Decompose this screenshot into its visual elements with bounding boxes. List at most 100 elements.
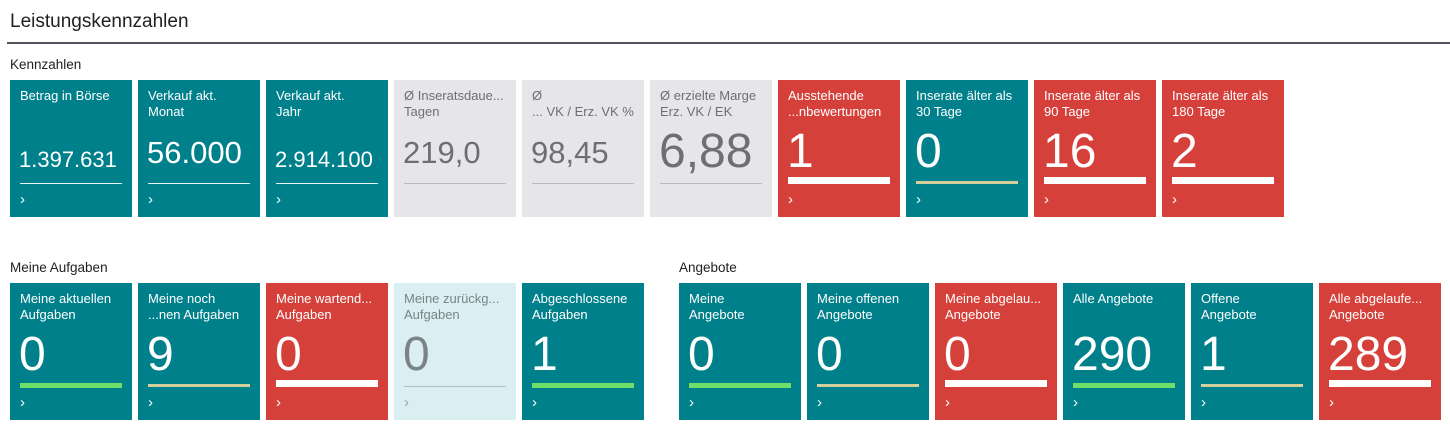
chevron-right-icon[interactable]: ›	[148, 191, 153, 208]
chevron-right-icon[interactable]: ›	[916, 191, 921, 208]
tile-title: Abgeschlossene Aufgaben	[532, 291, 628, 322]
chevron-right-icon[interactable]: ›	[1201, 394, 1206, 411]
chevron-right-icon[interactable]: ›	[276, 191, 281, 208]
tile-value: 0	[688, 328, 715, 381]
chevron-right-icon[interactable]: ›	[1329, 394, 1334, 411]
chevron-right-icon[interactable]: ›	[20, 394, 25, 411]
tile-indicator-bar	[1073, 383, 1175, 388]
tile-value: 290	[1072, 328, 1153, 381]
kpi-tile[interactable]: Abgeschlossene Aufgaben 1 ›	[522, 283, 644, 420]
tile-indicator-bar	[788, 177, 890, 184]
group-label-meine-aufgaben: Meine Aufgaben	[10, 260, 108, 275]
tile-value: 1	[531, 328, 558, 381]
tile-value: 98,45	[531, 135, 609, 170]
tile-value: 0	[403, 328, 430, 381]
chevron-right-icon[interactable]: ›	[1172, 191, 1177, 208]
chevron-right-icon[interactable]: ›	[532, 394, 537, 411]
tile-title: Meine noch ...nen Aufgaben	[148, 291, 240, 322]
kpi-tile[interactable]: Ø erzielte Marge Erz. VK / EK 6,88	[650, 80, 772, 217]
tile-title: Meine offenen Angebote	[817, 291, 900, 322]
kpi-tile[interactable]: Ø Inseratsdaue... Tagen 219,0	[394, 80, 516, 217]
chevron-right-icon[interactable]: ›	[788, 191, 793, 208]
tile-indicator-bar	[532, 383, 634, 388]
tile-indicator-bar	[1172, 177, 1274, 184]
kpi-tile[interactable]: Meine abgelau... Angebote 0 ›	[935, 283, 1057, 420]
tile-indicator-bar	[660, 183, 762, 184]
kpi-tile[interactable]: Inserate älter als 90 Tage 16 ›	[1034, 80, 1156, 217]
tile-value: 0	[816, 328, 843, 381]
tile-indicator-bar	[916, 181, 1018, 184]
tile-title: Meine wartend... Aufgaben	[276, 291, 373, 322]
chevron-right-icon[interactable]: ›	[1073, 394, 1078, 411]
tile-title: Alle abgelaufe... Angebote	[1329, 291, 1423, 322]
kennzahlen-tiles: Betrag in Börse 1.397.631 › Verkauf akt. Mo…	[10, 80, 1284, 217]
tile-value: 0	[275, 328, 302, 381]
tile-title: Inserate älter als 180 Tage	[1172, 88, 1269, 119]
chevron-right-icon[interactable]: ›	[148, 394, 153, 411]
tile-value: 2.914.100	[275, 147, 373, 172]
tile-indicator-bar	[20, 183, 122, 184]
tile-title: Verkauf akt. Jahr	[276, 88, 345, 119]
tile-value: 219,0	[403, 135, 481, 170]
kpi-tile[interactable]: Inserate älter als 180 Tage 2 ›	[1162, 80, 1284, 217]
tile-value: 0	[19, 328, 46, 381]
kpi-tile[interactable]: Verkauf akt. Jahr 2.914.100 ›	[266, 80, 388, 217]
kpi-tile[interactable]: Meine wartend... Aufgaben 0 ›	[266, 283, 388, 420]
tile-value: 0	[944, 328, 971, 381]
tile-title: Ø Inseratsdaue... Tagen	[404, 88, 504, 119]
kpi-tile[interactable]: Meine Angebote 0 ›	[679, 283, 801, 420]
kpi-tile[interactable]: Inserate älter als 30 Tage 0 ›	[906, 80, 1028, 217]
tile-indicator-bar	[148, 384, 250, 387]
chevron-right-icon[interactable]: ›	[689, 394, 694, 411]
tile-indicator-bar	[148, 183, 250, 184]
tile-indicator-bar	[945, 380, 1047, 387]
tile-value: 56.000	[147, 135, 242, 170]
chevron-right-icon[interactable]: ›	[20, 191, 25, 208]
tile-title: Meine abgelau... Angebote	[945, 291, 1042, 322]
kpi-tile[interactable]: Alle Angebote 290 ›	[1063, 283, 1185, 420]
tile-value: 2	[1171, 125, 1198, 178]
tile-value: 6,88	[659, 125, 753, 178]
kpi-tile[interactable]: Meine zurückg... Aufgaben 0 ›	[394, 283, 516, 420]
tile-title: Inserate älter als 90 Tage	[1044, 88, 1141, 119]
tile-indicator-bar	[1201, 384, 1303, 387]
group-label-angebote: Angebote	[679, 260, 737, 275]
tile-indicator-bar	[404, 183, 506, 184]
group-label-kennzahlen: Kennzahlen	[10, 57, 82, 72]
tile-title: Betrag in Börse	[20, 88, 110, 103]
tile-indicator-bar	[404, 386, 506, 387]
angebote-tiles: Meine Angebote 0 › Meine offenen Angebote 0 ›…	[679, 283, 1441, 420]
kpi-tile[interactable]: Verkauf akt. Monat 56.000 ›	[138, 80, 260, 217]
kpi-tile[interactable]: Meine aktuellen Aufgaben 0 ›	[10, 283, 132, 420]
meine-aufgaben-tiles: Meine aktuellen Aufgaben 0 › Meine noch ...…	[10, 283, 644, 420]
chevron-right-icon[interactable]: ›	[276, 394, 281, 411]
tile-title: Meine zurückg... Aufgaben	[404, 291, 500, 322]
tile-title: Ø erzielte Marge Erz. VK / EK	[660, 88, 757, 119]
tile-value: 1	[1200, 328, 1227, 381]
tile-indicator-bar	[20, 383, 122, 388]
kpi-tile[interactable]: Ø ... VK / Erz. VK % 98,45	[522, 80, 644, 217]
tile-value: 16	[1043, 125, 1097, 178]
kpi-tile[interactable]: Ausstehende ...nbewertungen 1 ›	[778, 80, 900, 217]
chevron-right-icon[interactable]: ›	[404, 394, 409, 411]
tile-title: Meine aktuellen Aufgaben	[20, 291, 112, 322]
chevron-right-icon[interactable]: ›	[945, 394, 950, 411]
kpi-tile[interactable]: Meine offenen Angebote 0 ›	[807, 283, 929, 420]
kpi-tile[interactable]: Offene Angebote 1 ›	[1191, 283, 1313, 420]
chevron-right-icon[interactable]: ›	[817, 394, 822, 411]
tile-value: 9	[147, 328, 174, 381]
tile-indicator-bar	[1329, 380, 1431, 387]
tile-title: Offene Angebote	[1201, 291, 1257, 322]
chevron-right-icon[interactable]: ›	[1044, 191, 1049, 208]
kpi-tile[interactable]: Meine noch ...nen Aufgaben 9 ›	[138, 283, 260, 420]
tile-title: Verkauf akt. Monat	[148, 88, 217, 119]
tile-indicator-bar	[532, 183, 634, 184]
title-divider	[7, 42, 1450, 44]
tile-indicator-bar	[276, 183, 378, 184]
kpi-tile[interactable]: Betrag in Börse 1.397.631 ›	[10, 80, 132, 217]
tile-title: Alle Angebote	[1073, 291, 1154, 306]
tile-indicator-bar	[689, 383, 791, 388]
kpi-tile[interactable]: Alle abgelaufe... Angebote 289 ›	[1319, 283, 1441, 420]
tile-value: 289	[1328, 328, 1409, 381]
tile-indicator-bar	[276, 380, 378, 387]
